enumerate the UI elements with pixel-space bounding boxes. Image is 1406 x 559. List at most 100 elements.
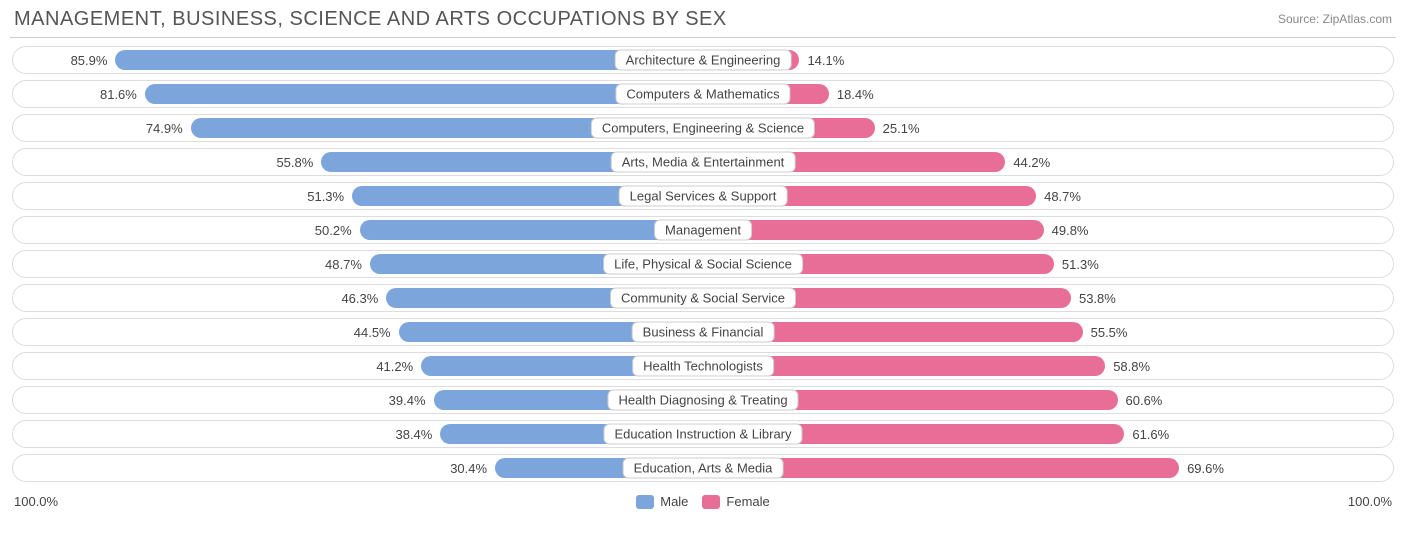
female-pct-label: 14.1%: [799, 53, 852, 68]
category-label: Legal Services & Support: [619, 186, 788, 207]
chart-row-track: 50.2% 49.8% Management: [19, 220, 1387, 240]
male-half: 39.4%: [19, 390, 703, 410]
female-half: 69.6%: [703, 458, 1387, 478]
male-pct-label: 74.9%: [138, 121, 191, 136]
chart-row-track: 44.5% 55.5% Business & Financial: [19, 322, 1387, 342]
chart-row: 44.5% 55.5% Business & Financial: [12, 318, 1394, 346]
category-label: Life, Physical & Social Science: [603, 254, 803, 275]
female-pct-label: 69.6%: [1179, 461, 1232, 476]
female-pct-label: 51.3%: [1054, 257, 1107, 272]
male-half: 51.3%: [19, 186, 703, 206]
legend-female-swatch: [702, 495, 720, 509]
female-pct-label: 53.8%: [1071, 291, 1124, 306]
axis-left-label: 100.0%: [14, 494, 636, 509]
female-half: 61.6%: [703, 424, 1387, 444]
male-bar: [360, 220, 703, 240]
diverging-bar-chart: 85.9% 14.1% Architecture & Engineering 81.6…: [10, 46, 1396, 482]
male-pct-label: 81.6%: [92, 87, 145, 102]
source-name: ZipAtlas.com: [1323, 12, 1392, 26]
male-half: 48.7%: [19, 254, 703, 274]
female-pct-label: 49.8%: [1044, 223, 1097, 238]
chart-row-track: 51.3% 48.7%Legal Services & Support: [19, 186, 1387, 206]
male-pct-label: 85.9%: [63, 53, 116, 68]
chart-footer: 100.0% Male Female 100.0%: [10, 488, 1396, 509]
male-half: 46.3%: [19, 288, 703, 308]
female-pct-label: 60.6%: [1118, 393, 1171, 408]
chart-title: MANAGEMENT, BUSINESS, SCIENCE AND ARTS O…: [14, 8, 727, 31]
female-pct-label: 61.6%: [1124, 427, 1177, 442]
male-half: 38.4%: [19, 424, 703, 444]
category-label: Computers, Engineering & Science: [591, 118, 815, 139]
category-label: Arts, Media & Entertainment: [611, 152, 796, 173]
chart-row-track: 39.4% 60.6% Health Diagnosing & Treating: [19, 390, 1387, 410]
chart-row: 50.2% 49.8% Management: [12, 216, 1394, 244]
male-pct-label: 48.7%: [317, 257, 370, 272]
chart-row-track: 81.6%18.4%Computers & Mathematics: [19, 84, 1387, 104]
chart-header: MANAGEMENT, BUSINESS, SCIENCE AND ARTS O…: [10, 8, 1396, 37]
female-half: 44.2%: [703, 152, 1387, 172]
category-label: Architecture & Engineering: [615, 50, 792, 71]
legend-female: Female: [702, 494, 769, 509]
female-pct-label: 58.8%: [1105, 359, 1158, 374]
category-label: Business & Financial: [632, 322, 775, 343]
chart-row-track: 74.9% 25.1% Computers, Engineering & Scien…: [19, 118, 1387, 138]
axis-right-label: 100.0%: [770, 494, 1392, 509]
category-label: Management: [654, 220, 752, 241]
male-pct-label: 51.3%: [299, 189, 352, 204]
female-half: 51.3%: [703, 254, 1387, 274]
chart-row: 38.4% 61.6% Education Instruction & Librar…: [12, 420, 1394, 448]
chart-row-track: 85.9% 14.1% Architecture & Engineering: [19, 50, 1387, 70]
category-label: Education Instruction & Library: [603, 424, 802, 445]
female-half: 60.6%: [703, 390, 1387, 410]
chart-row-track: 48.7% 51.3% Life, Physical & Social Scienc…: [19, 254, 1387, 274]
header-divider: [10, 37, 1396, 38]
female-half: 53.8%: [703, 288, 1387, 308]
female-bar: [703, 220, 1044, 240]
male-half: 44.5%: [19, 322, 703, 342]
male-half: 81.6%: [19, 84, 703, 104]
chart-row-track: 30.4%69.6%Education, Arts & Media: [19, 458, 1387, 478]
male-half: 50.2%: [19, 220, 703, 240]
male-pct-label: 44.5%: [346, 325, 399, 340]
chart-row: 30.4%69.6%Education, Arts & Media: [12, 454, 1394, 482]
legend-male-label: Male: [660, 494, 688, 509]
male-pct-label: 30.4%: [442, 461, 495, 476]
chart-row: 74.9% 25.1% Computers, Engineering & Scien…: [12, 114, 1394, 142]
category-label: Community & Social Service: [610, 288, 796, 309]
female-half: 55.5%: [703, 322, 1387, 342]
chart-row: 51.3% 48.7%Legal Services & Support: [12, 182, 1394, 210]
female-half: 49.8%: [703, 220, 1387, 240]
chart-row: 85.9% 14.1% Architecture & Engineering: [12, 46, 1394, 74]
female-half: 18.4%: [703, 84, 1387, 104]
chart-row: 41.2% 58.8% Health Technologists: [12, 352, 1394, 380]
legend-female-label: Female: [726, 494, 769, 509]
female-pct-label: 55.5%: [1083, 325, 1136, 340]
chart-row-track: 38.4% 61.6% Education Instruction & Librar…: [19, 424, 1387, 444]
chart-row: 48.7% 51.3% Life, Physical & Social Scienc…: [12, 250, 1394, 278]
chart-row-track: 41.2% 58.8% Health Technologists: [19, 356, 1387, 376]
female-pct-label: 25.1%: [875, 121, 928, 136]
chart-row: 55.8% 44.2% Arts, Media & Entertainment: [12, 148, 1394, 176]
female-half: 58.8%: [703, 356, 1387, 376]
male-half: 85.9%: [19, 50, 703, 70]
source-prefix: Source:: [1278, 12, 1319, 26]
category-label: Health Technologists: [632, 356, 774, 377]
female-pct-label: 44.2%: [1005, 155, 1058, 170]
male-pct-label: 50.2%: [307, 223, 360, 238]
male-half: 41.2%: [19, 356, 703, 376]
male-pct-label: 55.8%: [268, 155, 321, 170]
female-pct-label: 18.4%: [829, 87, 882, 102]
chart-row-track: 55.8% 44.2% Arts, Media & Entertainment: [19, 152, 1387, 172]
female-half: 14.1%: [703, 50, 1387, 70]
chart-row: 39.4% 60.6% Health Diagnosing & Treating: [12, 386, 1394, 414]
male-pct-label: 41.2%: [368, 359, 421, 374]
legend-male: Male: [636, 494, 688, 509]
male-pct-label: 39.4%: [381, 393, 434, 408]
female-half: 48.7%: [703, 186, 1387, 206]
category-label: Health Diagnosing & Treating: [607, 390, 798, 411]
male-half: 55.8%: [19, 152, 703, 172]
male-half: 30.4%: [19, 458, 703, 478]
chart-row: 46.3% 53.8% Community & Social Service: [12, 284, 1394, 312]
chart-row: 81.6%18.4%Computers & Mathematics: [12, 80, 1394, 108]
male-pct-label: 38.4%: [387, 427, 440, 442]
